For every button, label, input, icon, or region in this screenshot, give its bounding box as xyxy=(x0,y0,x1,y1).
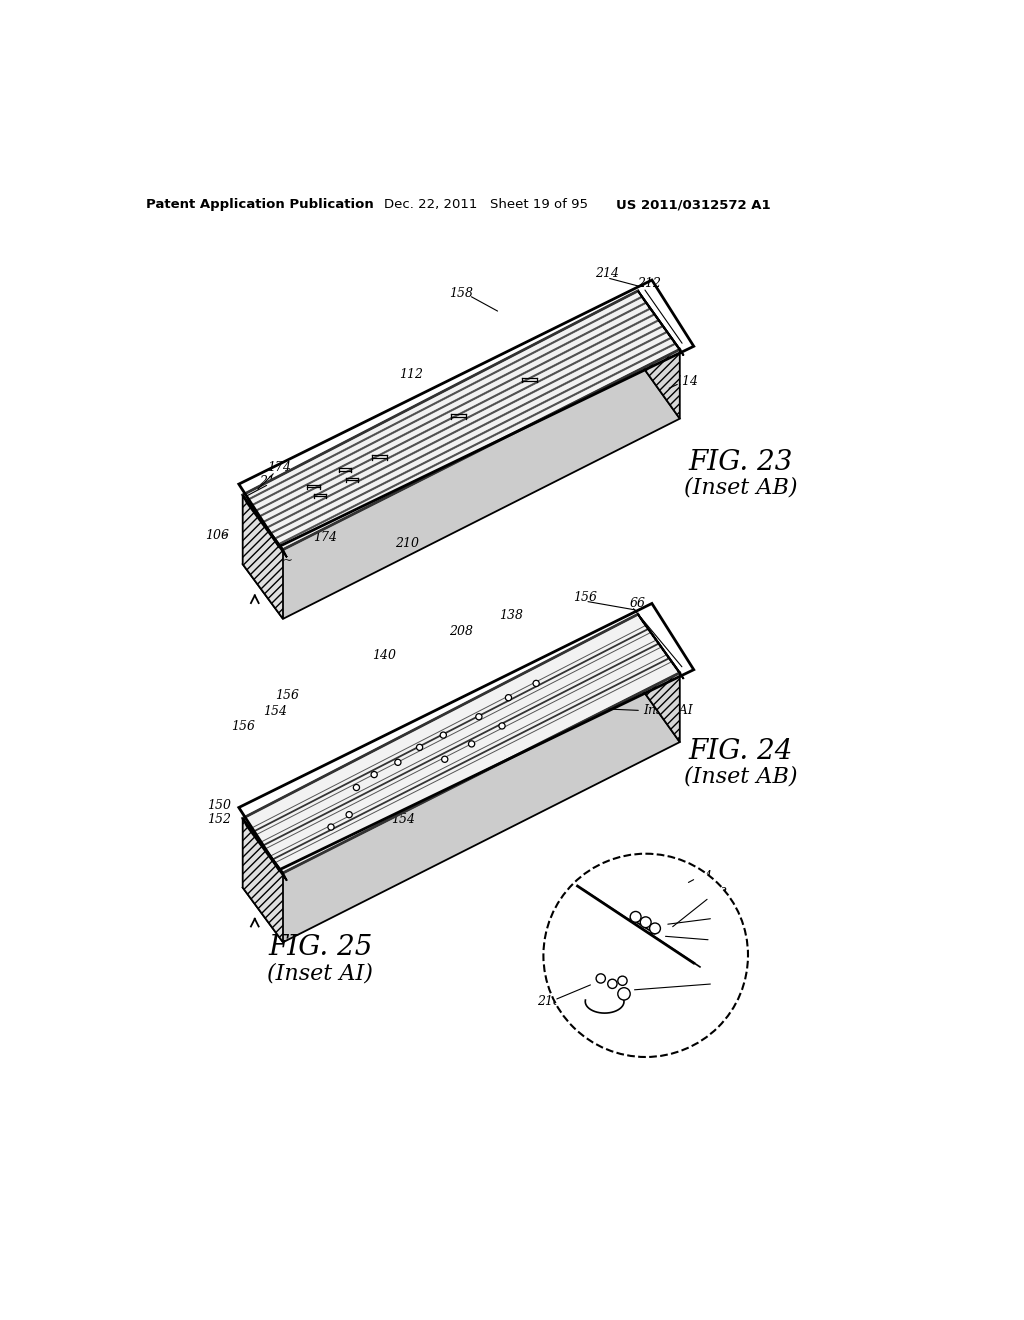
Circle shape xyxy=(441,756,447,763)
Circle shape xyxy=(346,812,352,817)
Polygon shape xyxy=(638,614,680,742)
Circle shape xyxy=(371,771,377,777)
Text: 138: 138 xyxy=(500,609,523,622)
Text: 156: 156 xyxy=(707,975,730,989)
Text: 154: 154 xyxy=(688,870,712,883)
Text: 208: 208 xyxy=(450,626,473,639)
Text: 222: 222 xyxy=(707,911,730,924)
Text: 140: 140 xyxy=(372,648,395,661)
Text: Sheet 19 of 95: Sheet 19 of 95 xyxy=(489,198,588,211)
Polygon shape xyxy=(243,684,680,942)
Circle shape xyxy=(476,714,482,719)
Text: (Inset AB): (Inset AB) xyxy=(683,477,797,499)
Text: FIG. 23: FIG. 23 xyxy=(688,449,793,477)
Text: 150: 150 xyxy=(208,799,231,812)
Text: 210: 210 xyxy=(395,537,419,550)
Text: 154: 154 xyxy=(391,813,415,825)
Text: (Inset AB): (Inset AB) xyxy=(683,766,797,788)
Text: 156: 156 xyxy=(230,721,255,733)
Polygon shape xyxy=(243,360,680,619)
Text: 114: 114 xyxy=(674,375,698,388)
Circle shape xyxy=(440,733,446,738)
Circle shape xyxy=(617,987,630,1001)
Polygon shape xyxy=(243,495,283,619)
Text: 220: 220 xyxy=(703,933,727,946)
Text: 214: 214 xyxy=(595,268,618,280)
Circle shape xyxy=(506,694,512,701)
Polygon shape xyxy=(638,290,680,418)
Circle shape xyxy=(469,741,475,747)
Circle shape xyxy=(649,923,660,933)
Text: 106: 106 xyxy=(205,529,229,543)
Polygon shape xyxy=(243,614,680,873)
Polygon shape xyxy=(243,290,680,549)
Text: 66: 66 xyxy=(630,597,646,610)
Text: Inset AI: Inset AI xyxy=(643,704,693,717)
Text: 208: 208 xyxy=(703,887,727,900)
Circle shape xyxy=(596,974,605,983)
Text: 158: 158 xyxy=(450,286,473,300)
Text: 156: 156 xyxy=(274,689,299,702)
Circle shape xyxy=(395,759,401,766)
Text: ~84~: ~84~ xyxy=(261,824,298,837)
Text: Dec. 22, 2011: Dec. 22, 2011 xyxy=(384,198,477,211)
Text: 112: 112 xyxy=(399,367,423,380)
Polygon shape xyxy=(243,818,283,942)
Text: 152: 152 xyxy=(208,813,231,825)
Circle shape xyxy=(607,979,617,989)
Text: 218: 218 xyxy=(537,995,561,1008)
Text: 154: 154 xyxy=(263,705,288,718)
Text: Patent Application Publication: Patent Application Publication xyxy=(145,198,374,211)
Text: 214: 214 xyxy=(259,475,284,488)
Circle shape xyxy=(534,680,540,686)
Circle shape xyxy=(417,744,423,751)
Circle shape xyxy=(328,824,334,830)
Text: ~84~: ~84~ xyxy=(257,554,294,566)
Polygon shape xyxy=(243,495,287,557)
Circle shape xyxy=(630,911,641,923)
Circle shape xyxy=(353,784,359,791)
Circle shape xyxy=(640,917,651,928)
Circle shape xyxy=(617,977,627,985)
Text: 212: 212 xyxy=(637,277,660,289)
Text: 174: 174 xyxy=(267,462,291,474)
Polygon shape xyxy=(638,614,684,678)
Polygon shape xyxy=(243,818,287,880)
Text: 156: 156 xyxy=(573,591,597,603)
Text: FIG. 25: FIG. 25 xyxy=(268,935,373,961)
Text: FIG. 24: FIG. 24 xyxy=(688,738,793,764)
Text: US 2011/0312572 A1: US 2011/0312572 A1 xyxy=(616,198,771,211)
Text: 174: 174 xyxy=(313,531,338,544)
Circle shape xyxy=(499,723,505,729)
Text: (Inset AI): (Inset AI) xyxy=(267,962,373,983)
Circle shape xyxy=(544,854,748,1057)
Polygon shape xyxy=(638,290,684,355)
